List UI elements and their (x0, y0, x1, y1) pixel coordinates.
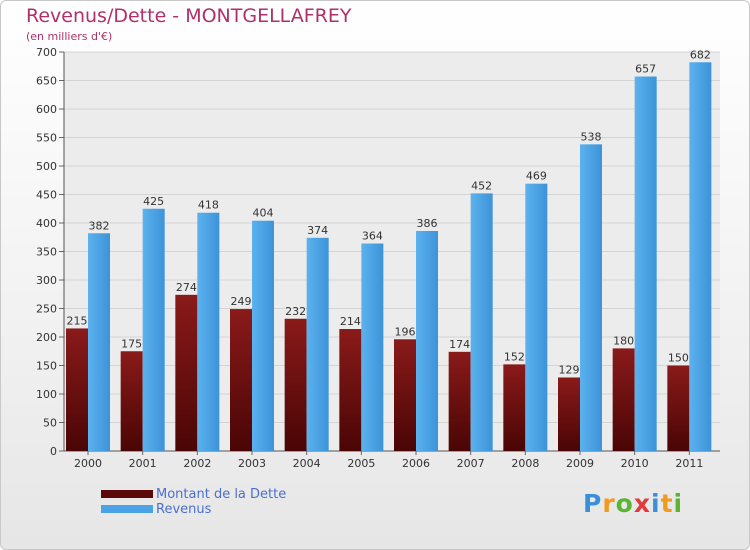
data-label: 425 (143, 195, 164, 208)
data-label: 382 (89, 219, 110, 232)
logo-letter: i (673, 489, 684, 518)
data-label: 175 (121, 337, 142, 350)
y-tick-label: 550 (36, 132, 57, 145)
bar-revenus (142, 208, 165, 451)
bar-dette (66, 328, 88, 451)
x-tick-label: 2011 (675, 457, 703, 470)
bar-dette (558, 377, 580, 451)
logo-letter: o (615, 489, 634, 518)
y-tick-label: 650 (36, 75, 57, 88)
bar-revenus (197, 212, 220, 451)
data-label: 232 (285, 305, 306, 318)
bar-dette (284, 318, 307, 451)
y-tick-label: 0 (50, 445, 57, 458)
bar-dette (667, 365, 690, 451)
data-label: 129 (559, 363, 580, 376)
chart-title: Revenus/Dette - MONTGELLAFREY (26, 5, 352, 27)
logo-letter: P (583, 489, 603, 518)
bar-dette (230, 309, 252, 451)
bar-dette (394, 339, 416, 451)
y-tick-label: 400 (36, 217, 57, 230)
x-tick-label: 2010 (621, 457, 649, 470)
bar-dette (612, 348, 635, 451)
y-tick-label: 250 (36, 303, 57, 316)
data-label: 215 (67, 314, 88, 327)
data-label: 404 (253, 207, 274, 220)
bar-revenus (361, 243, 384, 451)
y-tick-label: 150 (36, 360, 57, 373)
y-tick-label: 350 (36, 246, 57, 259)
x-tick-label: 2009 (566, 457, 594, 470)
proxiti-logo: Proxiti (583, 489, 683, 518)
bar-revenus (88, 233, 110, 451)
bar-dette (120, 351, 143, 451)
logo-letter: i (651, 489, 661, 518)
y-tick-label: 200 (36, 331, 57, 344)
data-label: 469 (526, 170, 547, 183)
y-tick-label: 50 (43, 417, 57, 430)
x-tick-label: 2003 (238, 457, 266, 470)
bar-dette (448, 351, 471, 451)
y-tick-label: 100 (36, 388, 57, 401)
data-label: 364 (362, 230, 383, 243)
data-label: 452 (471, 179, 492, 192)
logo-letter: r (602, 489, 616, 518)
chart-subtitle: (en milliers d'€) (26, 30, 113, 43)
data-label: 274 (176, 281, 197, 294)
data-label: 180 (613, 334, 634, 347)
data-label: 374 (307, 224, 328, 237)
data-label: 152 (504, 350, 525, 363)
y-tick-label: 450 (36, 189, 57, 202)
x-tick-label: 2000 (74, 457, 102, 470)
data-label: 249 (231, 295, 252, 308)
data-label: 657 (635, 63, 656, 76)
legend-swatch-dette (101, 490, 153, 498)
data-label: 682 (690, 48, 711, 61)
bar-revenus (416, 230, 438, 451)
y-tick-label: 500 (36, 160, 57, 173)
data-label: 418 (198, 199, 219, 212)
logo-letter: x (633, 489, 651, 518)
bar-revenus (634, 76, 657, 451)
data-label: 386 (417, 217, 438, 230)
data-label: 196 (395, 325, 416, 338)
data-label: 174 (449, 338, 470, 351)
legend-label-dette: Montant de la Dette (156, 487, 287, 502)
bar-dette (503, 364, 526, 451)
data-label: 214 (340, 315, 361, 328)
y-tick-label: 700 (36, 46, 57, 59)
bar-revenus (689, 62, 712, 451)
logo-letter: t (660, 489, 674, 518)
x-tick-label: 2008 (511, 457, 539, 470)
x-tick-label: 2001 (129, 457, 157, 470)
bar-revenus (470, 193, 493, 452)
bar-revenus (580, 144, 602, 451)
y-tick-label: 600 (36, 103, 57, 116)
bar-revenus (306, 237, 329, 451)
bar-dette (175, 294, 198, 451)
x-tick-label: 2007 (457, 457, 485, 470)
legend-swatch-revenus (101, 505, 153, 513)
x-tick-label: 2006 (402, 457, 430, 470)
data-label: 150 (668, 352, 689, 365)
legend-label-revenus: Revenus (156, 502, 212, 517)
x-tick-label: 2004 (293, 457, 321, 470)
x-tick-label: 2002 (183, 457, 211, 470)
y-tick-label: 300 (36, 274, 57, 287)
bar-revenus (525, 183, 548, 452)
data-label: 538 (581, 130, 602, 143)
bar-dette (339, 329, 362, 451)
bar-revenus (252, 220, 274, 451)
x-tick-label: 2005 (347, 457, 375, 470)
